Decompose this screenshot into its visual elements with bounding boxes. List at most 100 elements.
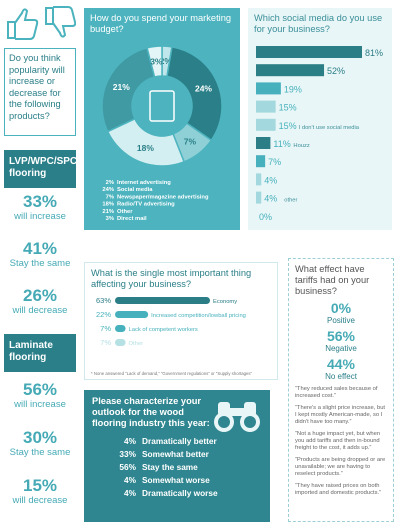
chart-title: How do you spend your marketing budget? <box>90 13 232 34</box>
outlook-label: Somewhat better <box>142 449 209 459</box>
stat: 15% will decrease <box>0 476 80 506</box>
chart-title: What is the single most important thing … <box>91 268 252 289</box>
value-label: 4% <box>264 194 277 204</box>
legend-value: 3% <box>106 216 114 222</box>
group-title: LVP/WPC/SPC flooring <box>4 150 77 188</box>
quote: “They reduced sales because of increased… <box>295 386 378 399</box>
outlook-value: 4% <box>124 436 136 446</box>
calculator-icon <box>149 90 175 122</box>
value-label: 15% <box>279 121 297 131</box>
stat: 56% will increase <box>0 380 80 410</box>
outlook-value: 4% <box>124 488 136 498</box>
slice-label: 3% <box>150 56 163 66</box>
stat-label: Positive <box>326 316 355 325</box>
donut-chart: 2%24%7%18%21%3%2% Internet advertising24%… <box>101 45 223 222</box>
binoculars-icon <box>214 402 260 432</box>
outlook-value: 33% <box>119 449 136 459</box>
bar <box>115 297 210 304</box>
stat-label: Stay the same <box>9 447 71 458</box>
social-panel: Which social media do you use for your b… <box>248 8 392 230</box>
bar <box>256 46 362 58</box>
stat-value: 44% <box>326 356 356 372</box>
slice-label: 21% <box>113 82 130 92</box>
donut-slice <box>166 45 223 142</box>
outlook-title: Please characterize your outlook for the… <box>92 396 210 428</box>
note: * None answered “Lack of demand,” “Gover… <box>91 371 253 376</box>
bar <box>115 325 126 332</box>
outlook-rows: 4% Dramatically better 33% Somewhat better 5… <box>92 435 262 500</box>
tariff-stat: 0% Positive <box>295 300 387 326</box>
stat: 26% will decrease <box>0 286 80 316</box>
legend-label: Radio/TV advertising <box>117 202 175 208</box>
outlook-row: 56% Stay the same <box>92 461 262 474</box>
stat-label: No effect <box>325 372 357 381</box>
bar <box>256 118 276 131</box>
outlook-label: Dramatically worse <box>142 488 218 498</box>
value-label: 7% <box>100 338 111 347</box>
donut-slice <box>101 46 156 133</box>
bar <box>256 100 276 113</box>
value-label: 11% <box>273 139 290 149</box>
category-label: other <box>284 198 297 204</box>
donut-slice <box>146 45 163 78</box>
important-panel: What is the single most important thing … <box>84 262 278 380</box>
slice-label: 24% <box>195 84 212 94</box>
value-label: 4% <box>264 175 277 185</box>
outlook-panel: Please characterize your outlook for the… <box>84 390 270 522</box>
slice-label: 7% <box>184 136 197 146</box>
stat: 33% will increase <box>0 192 80 222</box>
stat-value: 30% <box>22 428 58 447</box>
stat-value: 15% <box>22 476 58 495</box>
value-label: 52% <box>327 66 345 76</box>
slice-label: 18% <box>137 143 154 153</box>
stat-label: will increase <box>14 211 66 222</box>
legend-value: 21% <box>102 209 114 215</box>
bar <box>256 173 262 186</box>
bar <box>256 137 271 149</box>
thumb-icons <box>7 6 76 40</box>
legend-label: Other <box>117 209 133 215</box>
quotes: “They reduced sales because of increased… <box>295 386 387 497</box>
tariffs-stats: 0% Positive 56% Negative 44% No effect <box>295 300 387 382</box>
tariff-stat: 44% No effect <box>295 356 387 382</box>
outlook-label: Somewhat worse <box>142 475 210 485</box>
tariffs-title: What effect have tariffs had on your bus… <box>295 264 370 296</box>
category-label: Houzz <box>293 143 310 149</box>
bar <box>256 82 281 95</box>
chart-title: Which social media do you use for your b… <box>254 13 383 34</box>
value-label: 15% <box>279 103 297 113</box>
stat-value: 0% <box>330 300 352 316</box>
value-label: 63% <box>96 296 111 305</box>
stat-label: Negative <box>325 344 357 353</box>
legend-label: Newspaper/magazine advertising <box>117 194 209 200</box>
legend-label: Direct mail <box>117 216 147 222</box>
bar <box>115 339 126 346</box>
donut-slice <box>106 117 186 167</box>
quote: “There's a slight price increase, but I … <box>295 405 386 425</box>
stat-label: will decrease <box>12 495 68 506</box>
tariffs-panel: What effect have tariffs had on your bus… <box>288 258 394 522</box>
stat-value: 41% <box>22 239 58 258</box>
outlook-row: 4% Dramatically better <box>92 435 262 448</box>
category-label: Other <box>129 341 144 347</box>
bar <box>256 155 266 168</box>
stat: 30% Stay the same <box>0 428 80 458</box>
category-label: Increased competition/lowball pricing <box>151 313 246 319</box>
bar <box>115 311 149 318</box>
outlook-value: 4% <box>124 475 136 485</box>
stat-value: 26% <box>22 286 58 305</box>
category-label: Lack of competent workers <box>129 327 198 333</box>
value-label: 7% <box>100 324 111 333</box>
stat-value: 56% <box>326 328 356 344</box>
value-label: 0% <box>259 212 272 222</box>
value-label: 22% <box>96 310 111 319</box>
bar <box>256 64 325 77</box>
stat-label: will increase <box>14 399 66 410</box>
stat-label: Stay the same <box>9 258 71 269</box>
quote: “They have raised prices on both importe… <box>295 483 382 496</box>
question: Do you think popularity will increase or… <box>4 48 76 136</box>
bar-chart: 63% Economy 22% Increased competition/lowba… <box>91 296 253 376</box>
bar-chart: 81%52%19%15%15% I don't use social media1… <box>256 46 383 222</box>
outlook-row: 4% Dramatically worse <box>92 487 262 500</box>
